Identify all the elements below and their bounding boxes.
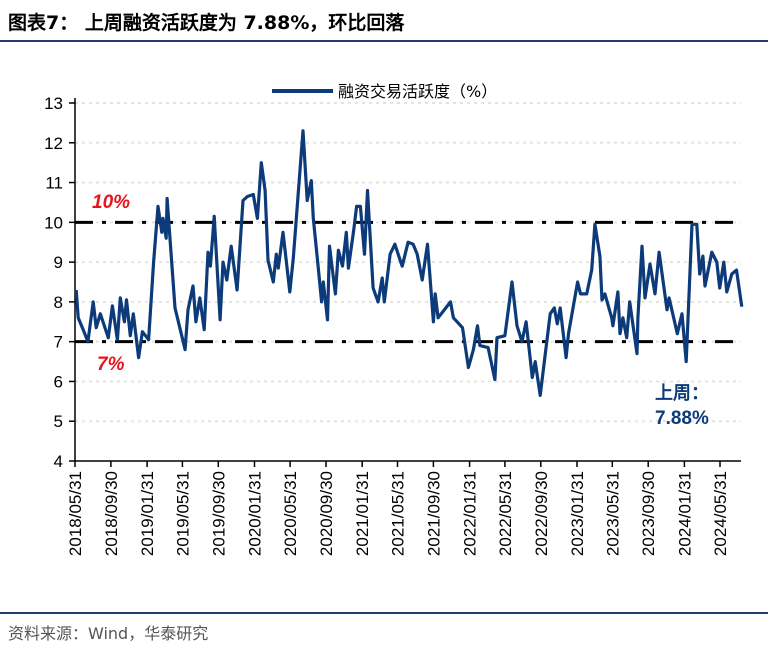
y-tick-label: 4 (54, 452, 63, 471)
footer-divider (0, 612, 768, 614)
x-tick-label: 2020/01/31 (245, 471, 264, 556)
x-tick-label: 2023/05/31 (603, 471, 622, 556)
ref-label-10: 10% (92, 192, 130, 213)
x-tick-label: 2020/05/31 (281, 471, 300, 556)
series-layer (74, 129, 744, 397)
y-tick-label: 6 (54, 372, 63, 391)
x-tick-label: 2023/01/31 (568, 471, 587, 556)
source-note: 资料来源：Wind，华泰研究 (8, 624, 209, 643)
x-tick-label: 2022/05/31 (496, 471, 515, 556)
y-tick-label: 9 (54, 253, 63, 272)
x-tick-label: 2019/01/31 (138, 471, 157, 556)
figure-title: 图表7： 上周融资活跃度为 7.88%，环比回落 (8, 12, 405, 34)
y-tick-label: 7 (54, 333, 63, 352)
x-tick-label: 2021/09/30 (424, 471, 443, 556)
x-tick-label: 2022/09/30 (532, 471, 551, 556)
ref-label-7: 7% (97, 354, 125, 375)
annotation-line2: 7.88% (655, 408, 709, 429)
x-tick-label: 2019/09/30 (209, 471, 228, 556)
x-tick-label: 2021/05/31 (389, 471, 408, 556)
x-tick-label: 2024/05/31 (711, 471, 730, 556)
legend: 融资交易活跃度（%） (272, 82, 497, 101)
series-line (74, 129, 744, 397)
x-tick-label: 2019/05/31 (173, 471, 192, 556)
y-tick-label: 10 (44, 213, 63, 232)
x-tick-label: 2022/01/31 (461, 471, 480, 556)
axes: 4 5 6 7 8 9 10 11 12 13 2018/05/31 2018/09/30 2019/0… (44, 94, 741, 556)
x-tick-label: 2021/01/31 (353, 471, 372, 556)
x-tick-label: 2024/01/31 (675, 471, 694, 556)
y-tick-label: 12 (44, 134, 63, 153)
x-tick-label: 2018/05/31 (66, 471, 85, 556)
annotation-line1: 上周： (655, 383, 709, 404)
y-tick-label: 11 (45, 174, 63, 193)
y-tick-label: 5 (54, 412, 63, 431)
y-tick-label: 8 (54, 293, 63, 312)
x-tick-label: 2018/09/30 (102, 471, 121, 556)
y-tick-label: 13 (44, 94, 63, 113)
legend-label: 融资交易活跃度（%） (338, 82, 497, 101)
x-tick-label: 2020/09/30 (317, 471, 336, 556)
title-divider (0, 40, 768, 42)
x-tick-label: 2023/09/30 (639, 471, 658, 556)
